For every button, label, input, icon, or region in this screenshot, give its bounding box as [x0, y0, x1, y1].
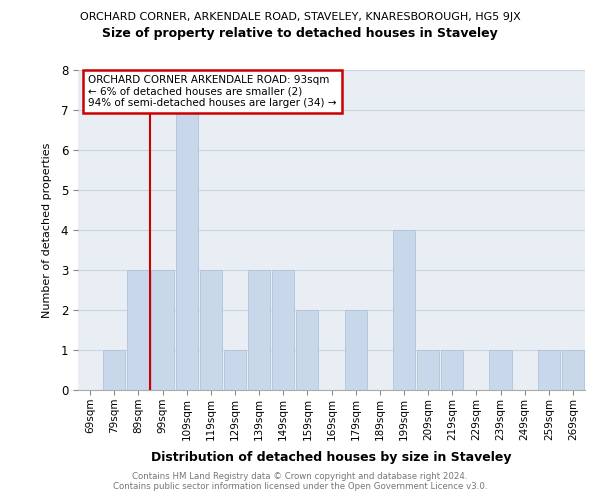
- Bar: [538, 350, 560, 390]
- Bar: [417, 350, 439, 390]
- Bar: [490, 350, 512, 390]
- Bar: [248, 270, 270, 390]
- Bar: [224, 350, 246, 390]
- Bar: [151, 270, 173, 390]
- Bar: [200, 270, 222, 390]
- Bar: [441, 350, 463, 390]
- Bar: [103, 350, 125, 390]
- Bar: [176, 110, 198, 390]
- Text: ORCHARD CORNER, ARKENDALE ROAD, STAVELEY, KNARESBOROUGH, HG5 9JX: ORCHARD CORNER, ARKENDALE ROAD, STAVELEY…: [80, 12, 520, 22]
- Text: ORCHARD CORNER ARKENDALE ROAD: 93sqm
← 6% of detached houses are smaller (2)
94%: ORCHARD CORNER ARKENDALE ROAD: 93sqm ← 6…: [88, 75, 337, 108]
- Bar: [272, 270, 295, 390]
- Bar: [344, 310, 367, 390]
- Text: Size of property relative to detached houses in Staveley: Size of property relative to detached ho…: [102, 28, 498, 40]
- Text: Contains HM Land Registry data © Crown copyright and database right 2024.
Contai: Contains HM Land Registry data © Crown c…: [113, 472, 487, 491]
- Y-axis label: Number of detached properties: Number of detached properties: [43, 142, 52, 318]
- Bar: [562, 350, 584, 390]
- X-axis label: Distribution of detached houses by size in Staveley: Distribution of detached houses by size …: [151, 451, 512, 464]
- Bar: [296, 310, 319, 390]
- Bar: [127, 270, 149, 390]
- Bar: [393, 230, 415, 390]
